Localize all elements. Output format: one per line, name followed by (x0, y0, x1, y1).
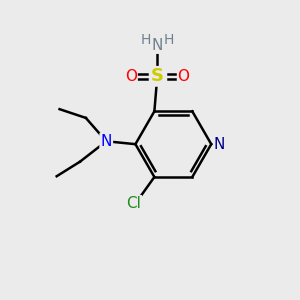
Text: O: O (125, 69, 137, 84)
Text: N: N (214, 137, 225, 152)
Text: Cl: Cl (127, 196, 141, 211)
Text: N: N (100, 134, 112, 149)
Text: O: O (178, 69, 190, 84)
Text: N: N (152, 38, 163, 53)
Text: H: H (140, 33, 151, 47)
Text: H: H (164, 33, 174, 47)
Text: S: S (151, 67, 164, 85)
